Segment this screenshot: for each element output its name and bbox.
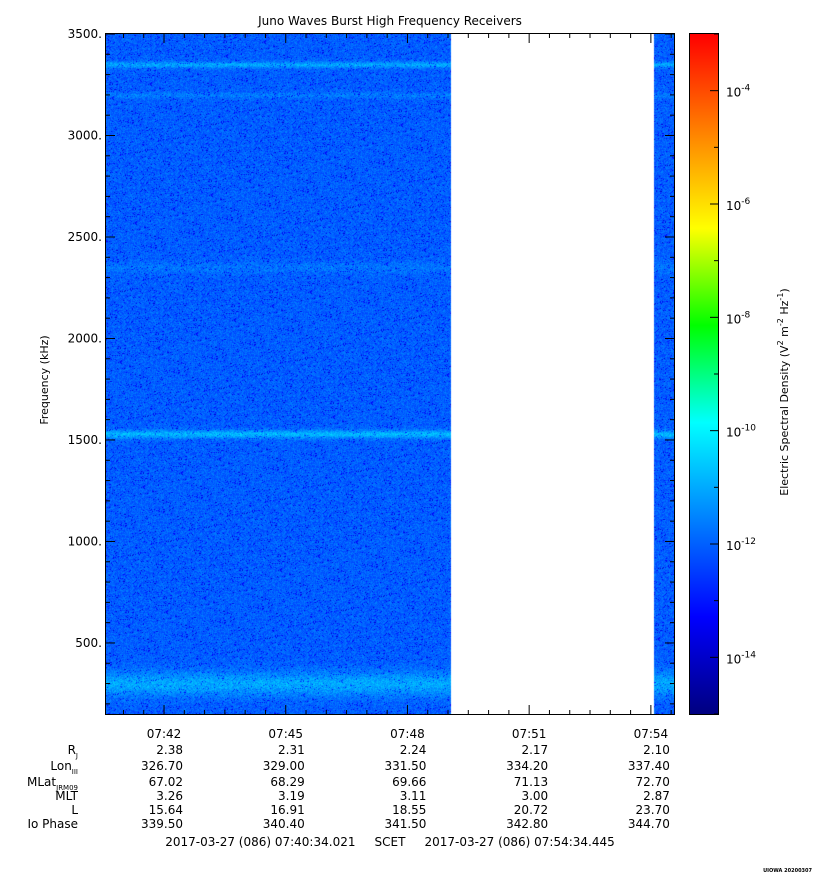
- y-tick-label: 2500.: [68, 230, 102, 244]
- x-tick-label: 07:45: [268, 727, 303, 741]
- y-tick-label: 3500.: [68, 27, 102, 41]
- y-tick-label: 1500.: [68, 433, 102, 447]
- ephemeris-value: 2.10: [643, 743, 670, 757]
- ephemeris-value: 2.87: [643, 789, 670, 803]
- colorbar-frame: [689, 33, 719, 715]
- time-range-label: 2017-03-27 (086) 07:40:34.021 SCET 2017-…: [165, 835, 615, 849]
- colorbar-tick-label: 10-8: [726, 310, 751, 326]
- colorbar-label: Electric Spectral Density (V2 m-2 Hz-1): [776, 288, 791, 495]
- ephemeris-value: 342.80: [506, 817, 548, 831]
- y-tick-label: 3000.: [68, 128, 102, 142]
- plot-frame: [105, 33, 675, 715]
- ephemeris-value: 23.70: [636, 803, 670, 817]
- ephemeris-value: 72.70: [636, 775, 670, 789]
- x-tick-label: 07:51: [512, 727, 547, 741]
- colorbar-tick-label: 10-4: [726, 84, 751, 100]
- colorbar-tick-label: 10-6: [726, 197, 751, 213]
- ephemeris-value: 344.70: [628, 817, 670, 831]
- ephemeris-value: 2.31: [278, 743, 305, 757]
- colorbar-tick-label: 10-10: [726, 424, 756, 440]
- ephemeris-row-label: L: [71, 803, 78, 817]
- ephemeris-value: 2.38: [156, 743, 183, 757]
- ephemeris-value: 3.19: [278, 789, 305, 803]
- ephemeris-value: 341.50: [384, 817, 426, 831]
- ephemeris-value: 329.00: [263, 759, 305, 773]
- ephemeris-value: 2.24: [400, 743, 427, 757]
- ephemeris-value: 331.50: [384, 759, 426, 773]
- ephemeris-value: 18.55: [392, 803, 426, 817]
- ephemeris-value: 2.17: [521, 743, 548, 757]
- colorbar: [690, 34, 718, 714]
- y-tick-label: 500.: [75, 636, 102, 650]
- ephemeris-row-label: MLT: [55, 789, 78, 803]
- ephemeris-value: 20.72: [514, 803, 548, 817]
- ephemeris-value: 67.02: [149, 775, 183, 789]
- y-tick-label: 1000.: [68, 534, 102, 548]
- colorbar-tick-label: 10-14: [726, 650, 756, 666]
- ephemeris-value: 340.40: [263, 817, 305, 831]
- ephemeris-value: 68.29: [270, 775, 304, 789]
- y-axis: 500. 1000. 1500. 2000. 2500. 3000. 3500.: [68, 27, 674, 705]
- ephemeris-row-label: Io Phase: [27, 817, 78, 831]
- y-tick-label: 2000.: [68, 331, 102, 345]
- colorbar-axis: 10-4 10-6 10-8 10-10 10-12 10-14: [710, 33, 756, 715]
- ephemeris-value: 16.91: [270, 803, 304, 817]
- ephemeris-row-label: MLatJRM09: [27, 775, 78, 792]
- ephemeris-value: 69.66: [392, 775, 426, 789]
- colorbar-tick-label: 10-12: [726, 537, 756, 553]
- y-axis-label: Frequency (kHz): [38, 335, 51, 424]
- ephemeris-value: 337.40: [628, 759, 670, 773]
- x-axis: 07:42 07:45 07:48 07:51 07:54: [122, 34, 672, 741]
- ephemeris-value: 15.64: [149, 803, 183, 817]
- ephemeris-value: 3.11: [400, 789, 427, 803]
- ephemeris-row-label: RJ: [68, 743, 78, 760]
- ephemeris-value: 339.50: [141, 817, 183, 831]
- chart-title: Juno Waves Burst High Frequency Receiver…: [257, 14, 522, 28]
- ephemeris-value: 3.26: [156, 789, 183, 803]
- ephemeris-value: 71.13: [514, 775, 548, 789]
- x-tick-label: 07:42: [147, 727, 182, 741]
- ephemeris-value: 3.00: [521, 789, 548, 803]
- x-tick-label: 07:54: [634, 727, 669, 741]
- x-tick-label: 07:48: [390, 727, 425, 741]
- ephemeris-value: 334.20: [506, 759, 548, 773]
- spectrogram-plot: [106, 34, 674, 714]
- ephemeris-value: 326.70: [141, 759, 183, 773]
- ephemeris-row-label: LonIII: [50, 759, 78, 776]
- footer-stamp: UIOWA 20200307: [763, 868, 812, 874]
